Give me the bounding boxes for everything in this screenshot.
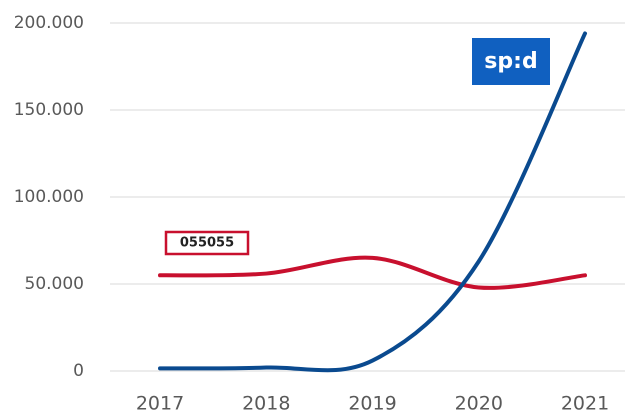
logo-text: sp:d [484, 49, 537, 74]
series-line [158, 255, 587, 290]
logo-label: sp:d [472, 38, 550, 85]
logo-label: 055055 [164, 230, 250, 256]
logo-box [472, 38, 550, 85]
y-tick-label: 0 [73, 361, 84, 381]
logo-text: 055055 [180, 236, 234, 251]
x-tick-label: 2020 [455, 393, 503, 415]
x-tick-label: 2021 [561, 393, 609, 415]
y-tick-label: 50.000 [25, 274, 84, 294]
x-tick-label: 2017 [136, 393, 184, 415]
x-tick-label: 2019 [348, 393, 396, 415]
x-tick-label: 2018 [242, 393, 290, 415]
y-tick-label: 150.000 [14, 100, 84, 120]
series-line [158, 31, 587, 373]
y-tick-label: 100.000 [14, 187, 84, 207]
y-tick-label: 200.000 [14, 13, 84, 33]
logo-box [164, 230, 250, 256]
